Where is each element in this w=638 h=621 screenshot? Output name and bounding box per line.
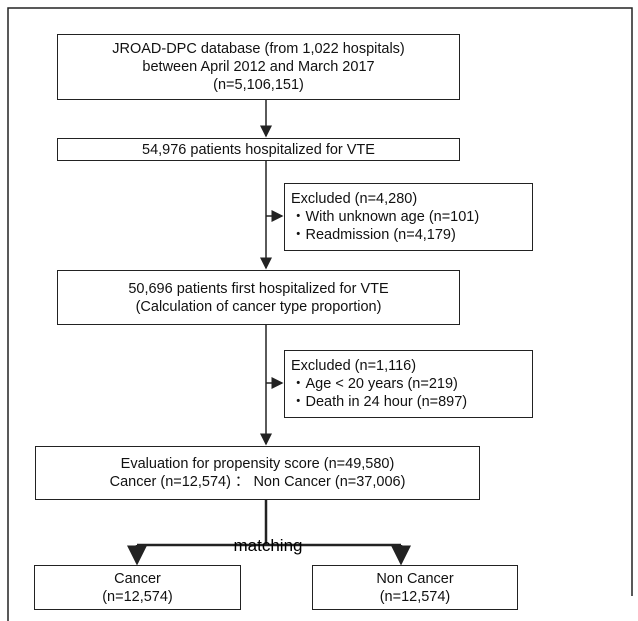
node-text: Evaluation for propensity score (n=49,58… xyxy=(120,456,395,472)
exclusion-box: Excluded (n=1,116) ・Age < 20 years (n=219… xyxy=(284,350,533,418)
node-text: ・Age < 20 years (n=219) xyxy=(291,376,458,392)
vte-box: 54,976 patients hospitalized for VTE xyxy=(57,138,460,161)
node-text: (n=5,106,151) xyxy=(213,77,304,93)
node-text: JROAD-DPC database (from 1,022 hospitals… xyxy=(112,41,405,57)
node-text: between April 2012 and March 2017 xyxy=(142,59,375,75)
node-text: Excluded (n=4,280) xyxy=(291,191,418,207)
node-text: 50,696 patients first hospitalized for V… xyxy=(128,280,389,297)
frame xyxy=(7,7,633,621)
first-hospitalized-box: 50,696 patients first hospitalized for V… xyxy=(57,270,460,325)
node-text: (n=12,574) xyxy=(102,588,173,605)
node-text: Non Cancer xyxy=(376,570,454,587)
node-text: (Calculation of cancer type proportion) xyxy=(135,298,382,315)
node-text: Cancer (n=12,574) ： Non Cancer (n=37,006… xyxy=(109,474,406,490)
node-text: 54,976 patients hospitalized for VTE xyxy=(142,141,375,158)
node-text: Cancer xyxy=(114,570,161,587)
evaluation-box: Evaluation for propensity score (n=49,58… xyxy=(35,446,480,500)
node-text: Excluded (n=1,116) xyxy=(291,358,417,374)
node-text: ・Death in 24 hour (n=897) xyxy=(291,394,468,410)
database-box: JROAD-DPC database (from 1,022 hospitals… xyxy=(57,34,460,100)
non-cancer-box: Non Cancer (n=12,574) xyxy=(312,565,518,610)
cancer-box: Cancer (n=12,574) xyxy=(34,565,241,610)
edge-label: matching xyxy=(233,536,303,555)
node-text: (n=12,574) xyxy=(379,588,451,605)
node-text: ・Readmission (n=4,179) xyxy=(291,227,456,243)
exclusion-box: Excluded (n=4,280) ・With unknown age (n=1… xyxy=(284,183,533,251)
node-text: ・With unknown age (n=101) xyxy=(291,209,480,225)
